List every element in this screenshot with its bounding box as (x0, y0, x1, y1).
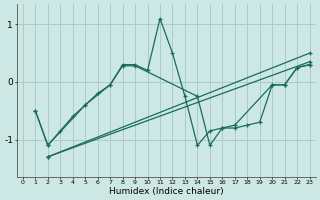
X-axis label: Humidex (Indice chaleur): Humidex (Indice chaleur) (109, 187, 224, 196)
